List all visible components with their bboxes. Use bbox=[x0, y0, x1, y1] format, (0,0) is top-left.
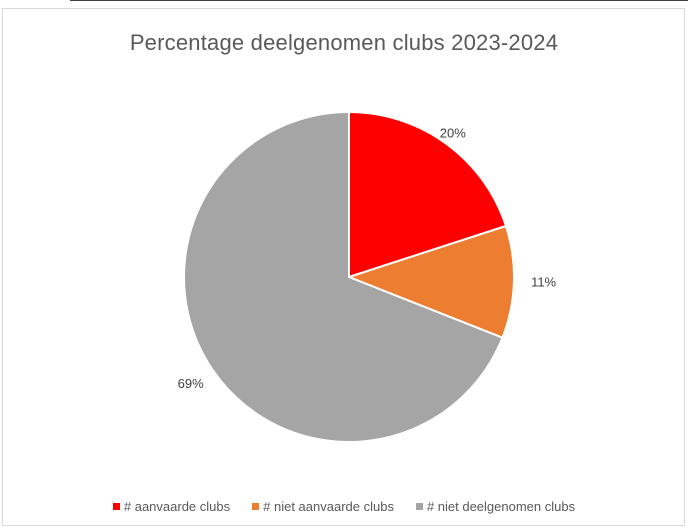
data-label-niet-aanvaarde: 11% bbox=[531, 275, 556, 290]
legend-item-niet-aanvaarde: # niet aanvaarde clubs bbox=[252, 499, 394, 514]
legend: # aanvaarde clubs # niet aanvaarde clubs… bbox=[0, 499, 688, 514]
legend-swatch-niet-deelgenomen bbox=[415, 503, 423, 510]
top-border-line bbox=[70, 0, 688, 1]
legend-item-aanvaarde: # aanvaarde clubs bbox=[112, 499, 231, 514]
legend-label-niet-aanvaarde: # niet aanvaarde clubs bbox=[263, 499, 394, 514]
legend-swatch-aanvaarde bbox=[112, 503, 120, 510]
chart-title: Percentage deelgenomen clubs 2023-2024 bbox=[129, 30, 559, 55]
data-label-niet-deelgenomen: 69% bbox=[178, 376, 204, 391]
legend-swatch-niet-aanvaarde bbox=[252, 503, 260, 510]
legend-label-aanvaarde: # aanvaarde clubs bbox=[123, 499, 231, 514]
pie-data-labels: 20% 11% 69% bbox=[178, 126, 557, 391]
pie-slice-aanvaarde bbox=[348, 111, 507, 278]
legend-label-niet-deelgenomen: # niet deelgenomen clubs bbox=[426, 499, 576, 514]
data-label-aanvaarde: 20% bbox=[440, 126, 466, 141]
legend-item-niet-deelgenomen: # niet deelgenomen clubs bbox=[415, 499, 576, 514]
pie-slice-niet-aanvaarde bbox=[348, 225, 515, 339]
pie-slices bbox=[183, 111, 515, 443]
pie-slice-niet-deelgenomen bbox=[183, 111, 504, 443]
